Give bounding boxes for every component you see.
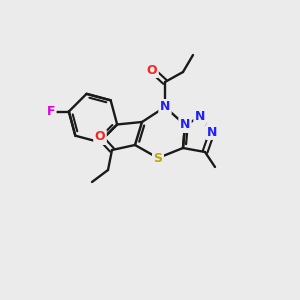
Text: F: F	[46, 105, 55, 118]
Text: N: N	[195, 110, 205, 124]
Text: S: S	[154, 152, 163, 164]
Text: N: N	[180, 118, 190, 131]
Text: O: O	[95, 130, 105, 143]
Text: N: N	[207, 125, 217, 139]
Text: N: N	[160, 100, 170, 113]
Text: O: O	[147, 64, 157, 76]
